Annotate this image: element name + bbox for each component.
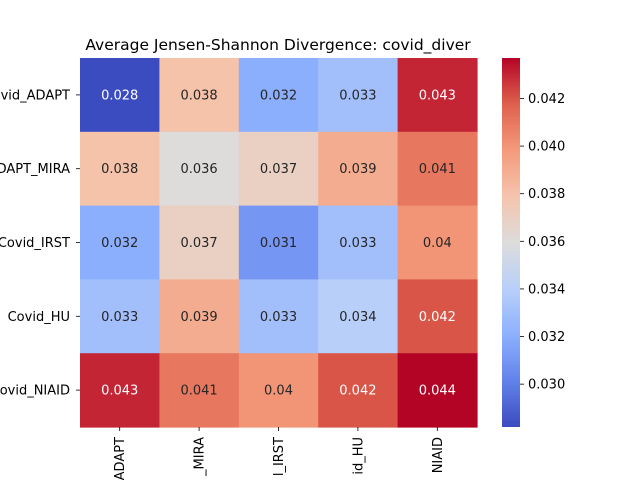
cell-value-label: 0.037 [180,236,217,251]
colorbar-tick-label: 0.036 [528,235,565,250]
cell-value-label: 0.039 [339,162,376,177]
row-tick-labels: vid_ADAPT DAPT_MIRA Covid_IRST Covid_HUovid… [0,88,80,399]
heatmap-cell [238,131,319,207]
cell-value-label: 0.041 [419,162,456,177]
row-tick-label: Covid_HU [8,310,70,325]
row-tick-label: Covid_IRST [0,236,70,251]
colorbar-tick-label: 0.032 [528,330,565,345]
cell-value-label: 0.044 [419,384,456,399]
cell-value-label: 0.043 [101,384,138,399]
column-tick-label: l_IRST [272,437,287,476]
cell-value-label: 0.037 [260,162,297,177]
cell-value-label: 0.041 [180,384,217,399]
cell-value-label: 0.033 [339,236,376,251]
cell-value-label: 0.04 [423,236,452,251]
column-tick-label: ADAPT [113,437,128,480]
heatmap-cell [238,205,319,280]
column-tick-label: id_HU [351,437,366,475]
heatmap-cell [80,353,160,428]
colorbar-tick-label: 0.040 [528,140,565,155]
cell-value-label: 0.032 [260,88,297,103]
heatmap-cell [159,353,240,428]
chart-title: Average Jensen-Shannon Divergence: covid… [85,36,471,55]
cell-value-label: 0.042 [339,384,376,399]
heatmap-cell [159,279,240,354]
heatmap-cell [318,279,399,354]
heatmap-cell [397,58,478,133]
heatmap-cell [397,131,478,207]
colorbar-gradient [502,58,520,427]
cell-value-label: 0.028 [101,88,138,103]
heatmap-cell [318,205,399,280]
cell-value-label: 0.039 [180,310,217,325]
heatmap-cell [238,58,319,133]
heatmap-cell [318,58,399,133]
heatmap-cell [80,58,160,133]
column-tick-label: NIAID [431,437,446,473]
row-tick-label: ovid_NIAID [0,384,70,399]
cell-value-label: 0.033 [339,88,376,103]
heatmap-cell [80,205,160,280]
heatmap-cell [397,353,478,428]
heatmap-cell [238,279,319,354]
cell-value-label: 0.032 [101,236,138,251]
heatmap-cell [80,279,160,354]
heatmap-cell [397,205,478,280]
heatmap-cell [318,353,399,428]
cell-value-label: 0.034 [339,310,376,325]
colorbar-tick-label: 0.030 [528,378,565,393]
heatmap-cell [397,279,478,354]
column-tick-label: _MIRA [193,437,208,477]
column-tick-labels: ADAPT _MIRA l_IRST id_HU NIAID [113,427,446,480]
heatmap-cells: 0.028 0.038 0.032 0.033 0.043 0.038 0.036 0.037… [80,58,478,428]
cell-value-label: 0.033 [101,310,138,325]
cell-value-label: 0.04 [264,384,293,399]
row-tick-label: DAPT_MIRA [0,162,70,177]
colorbar-tick-label: 0.042 [528,92,565,107]
heatmap-cell [80,131,160,207]
cell-value-label: 0.033 [260,310,297,325]
row-tick-label: vid_ADAPT [1,88,70,103]
heatmap-cell [159,58,240,133]
cell-value-label: 0.038 [101,162,138,177]
colorbar: 0.030 0.032 0.034 0.036 0.038 0.040 0.042 [502,58,565,427]
colorbar-tick-label: 0.038 [528,187,565,202]
cell-value-label: 0.038 [180,88,217,103]
cell-value-label: 0.031 [260,236,297,251]
cell-value-label: 0.036 [180,162,217,177]
heatmap-cell [238,353,319,428]
colorbar-tick-label: 0.034 [528,282,565,297]
heatmap-cell [159,205,240,280]
heatmap-cell [159,131,240,207]
cell-value-label: 0.043 [419,88,456,103]
heatmap-cell [318,131,399,207]
cell-value-label: 0.042 [419,310,456,325]
